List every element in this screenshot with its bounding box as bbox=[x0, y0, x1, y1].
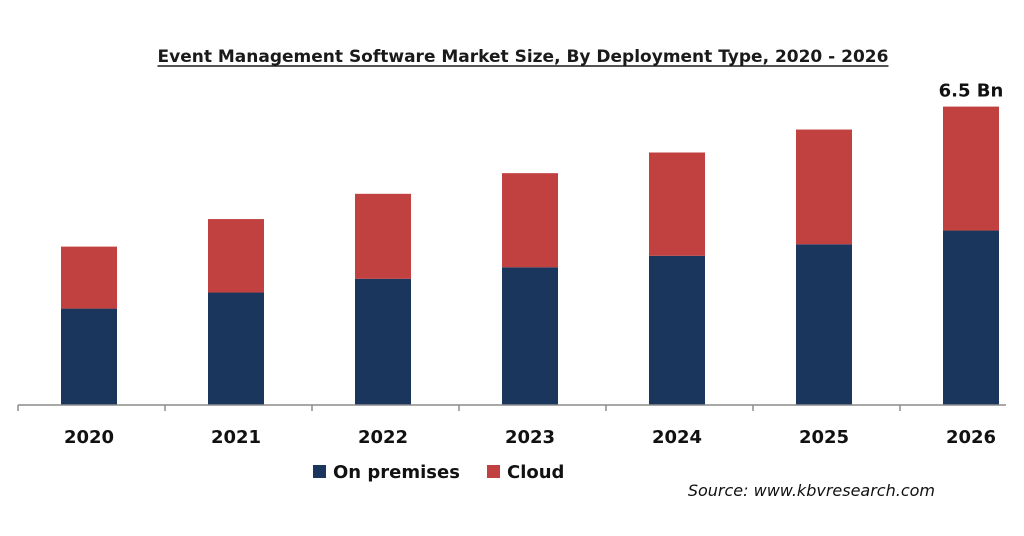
bar-on-premises-2023 bbox=[502, 267, 558, 405]
chart-title: Event Management Software Market Size, B… bbox=[158, 47, 889, 67]
x-tick-label-2026: 2026 bbox=[946, 427, 996, 448]
bar-cloud-2020 bbox=[61, 246, 117, 309]
legend: On premises Cloud bbox=[313, 462, 564, 483]
x-tick-label-2024: 2024 bbox=[652, 427, 702, 448]
bar-on-premises-2024 bbox=[649, 255, 705, 405]
bar-on-premises-2022 bbox=[355, 278, 411, 405]
x-tick-label-2020: 2020 bbox=[64, 427, 114, 448]
legend-swatch-cloud bbox=[487, 465, 500, 478]
legend-label-cloud: Cloud bbox=[507, 462, 564, 483]
x-tick-label-2021: 2021 bbox=[211, 427, 261, 448]
annotations-group: 6.5 Bn bbox=[939, 81, 1004, 102]
x-tick-label-2023: 2023 bbox=[505, 427, 555, 448]
x-axis-ticks bbox=[17, 405, 901, 411]
x-tick-label-2025: 2025 bbox=[799, 427, 849, 448]
source-note: Source: www.kbvresearch.com bbox=[688, 481, 935, 500]
bar-on-premises-2026 bbox=[943, 230, 999, 405]
bar-on-premises-2021 bbox=[208, 292, 264, 405]
bar-cloud-2026 bbox=[943, 106, 999, 231]
x-axis-labels: 2020 2021 2022 2023 2024 2025 2026 bbox=[64, 427, 996, 448]
bar-cloud-2021 bbox=[208, 219, 264, 293]
x-tick-label-2022: 2022 bbox=[358, 427, 408, 448]
legend-swatch-on-premises bbox=[313, 465, 326, 478]
bars-group bbox=[61, 106, 999, 405]
bar-cloud-2024 bbox=[649, 152, 705, 256]
bar-on-premises-2025 bbox=[796, 244, 852, 405]
bar-on-premises-2020 bbox=[61, 308, 117, 405]
bar-cloud-2022 bbox=[355, 193, 411, 279]
annotation-total-2026: 6.5 Bn bbox=[939, 81, 1004, 102]
bar-cloud-2025 bbox=[796, 129, 852, 245]
legend-label-on-premises: On premises bbox=[333, 462, 460, 483]
bar-cloud-2023 bbox=[502, 173, 558, 268]
